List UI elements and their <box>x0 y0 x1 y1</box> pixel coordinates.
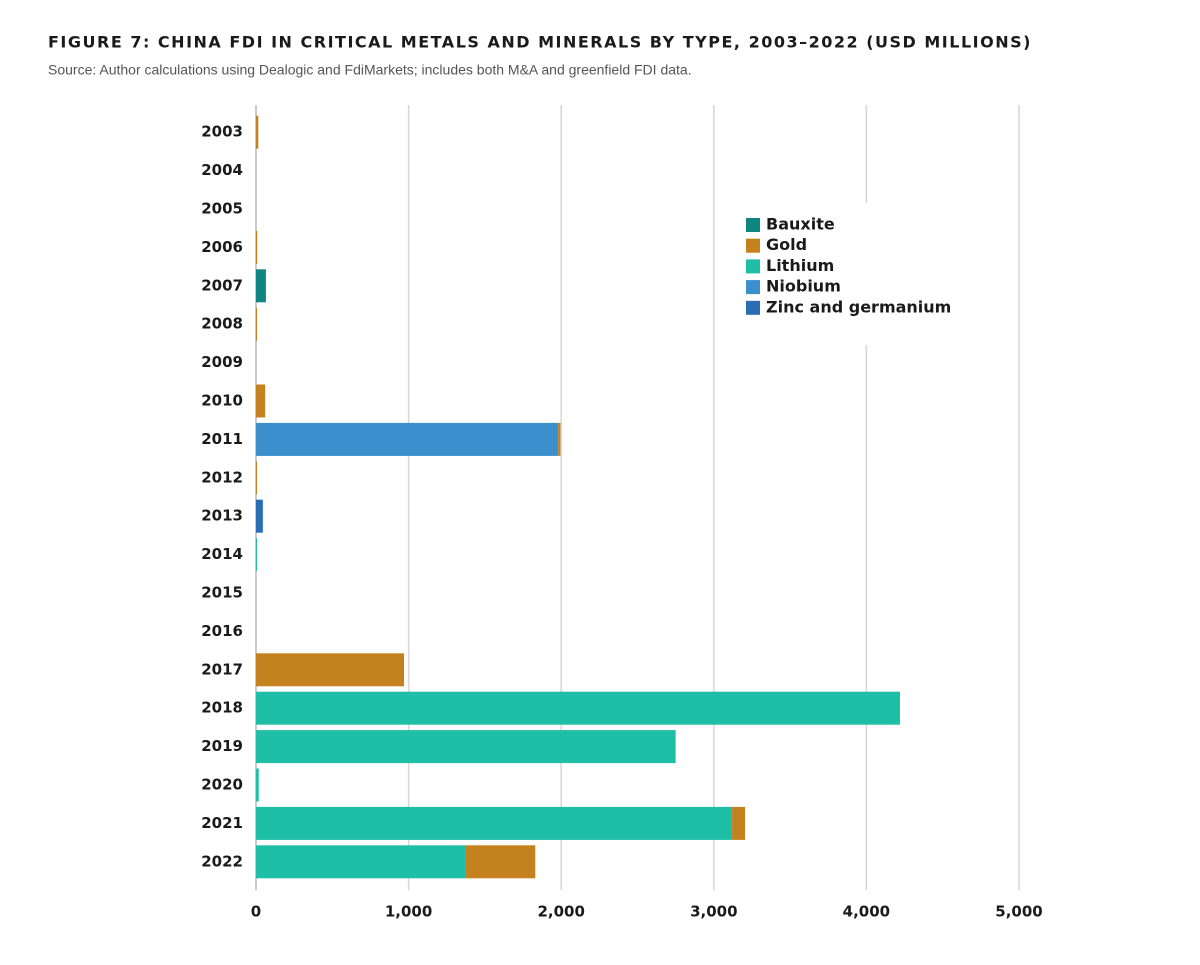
y-tick-label: 2011 <box>201 430 243 448</box>
bar <box>732 806 746 840</box>
y-tick-label: 2017 <box>201 660 243 678</box>
bar <box>256 499 263 533</box>
legend-label: Bauxite <box>766 215 835 234</box>
legend-swatch <box>746 238 760 253</box>
bar <box>256 845 466 879</box>
legend-label: Gold <box>766 235 807 254</box>
y-tick-label: 2009 <box>201 353 243 371</box>
y-tick-label: 2008 <box>201 315 243 333</box>
legend-label: Lithium <box>766 256 834 275</box>
x-tick-label: 3,000 <box>690 903 737 921</box>
bar <box>256 307 257 341</box>
legend-swatch <box>746 280 760 295</box>
legend-swatch <box>746 259 760 274</box>
y-tick-label: 2007 <box>201 276 243 294</box>
legend-swatch <box>746 300 760 315</box>
bar <box>256 422 559 456</box>
x-tick-label: 4,000 <box>843 903 890 921</box>
x-tick-label: 2,000 <box>537 903 584 921</box>
bar <box>558 422 561 456</box>
y-tick-label: 2010 <box>201 392 243 410</box>
legend-swatch <box>746 218 760 232</box>
bar <box>256 806 733 840</box>
y-tick-label: 2014 <box>201 545 243 563</box>
bar <box>256 538 257 572</box>
bar <box>256 115 259 149</box>
bar <box>256 384 266 418</box>
chart-subtitle: Source: Author calculations using Dealog… <box>48 62 692 78</box>
y-tick-label: 2019 <box>201 737 243 755</box>
y-tick-label: 2020 <box>201 776 243 794</box>
y-tick-label: 2022 <box>201 852 243 870</box>
bar <box>256 269 266 303</box>
x-tick-label: 5,000 <box>995 903 1042 921</box>
bar <box>256 730 676 764</box>
y-tick-label: 2003 <box>201 123 243 141</box>
legend-box <box>735 203 960 345</box>
y-tick-label: 2012 <box>201 468 243 486</box>
y-tick-label: 2021 <box>201 814 243 832</box>
x-tick-label: 0 <box>251 903 261 921</box>
y-tick-label: 2016 <box>201 622 243 640</box>
legend-label: Niobium <box>766 277 841 296</box>
bar <box>465 845 536 879</box>
y-tick-label: 2015 <box>201 584 243 602</box>
y-tick-label: 2018 <box>201 699 243 717</box>
x-tick-label: 1,000 <box>385 903 432 921</box>
bar <box>256 230 258 264</box>
y-tick-label: 2013 <box>201 507 243 525</box>
chart-title: FIGURE 7: CHINA FDI IN CRITICAL METALS A… <box>48 33 1032 52</box>
bar <box>256 653 405 687</box>
bar <box>256 768 259 802</box>
y-tick-label: 2006 <box>201 238 243 256</box>
y-tick-label: 2004 <box>201 161 243 179</box>
bar <box>256 461 257 495</box>
legend-label: Zinc and germanium <box>766 297 951 316</box>
y-tick-label: 2005 <box>201 200 243 218</box>
bar <box>256 691 900 725</box>
